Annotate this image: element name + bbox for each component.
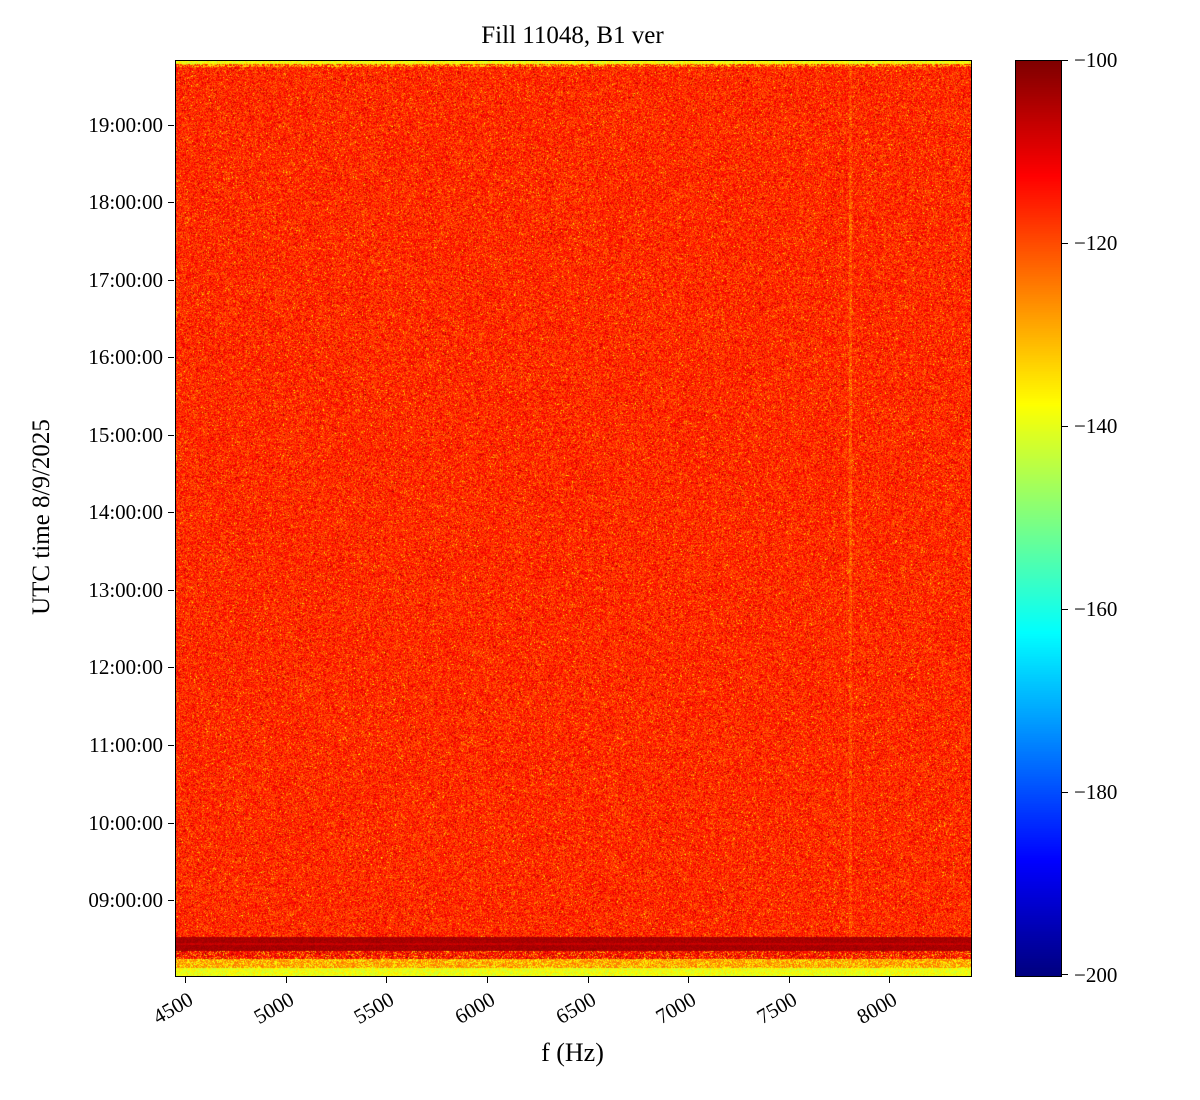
colorbar bbox=[1015, 60, 1062, 977]
y-tick-label: 09:00:00 bbox=[88, 888, 163, 913]
y-tick-label: 17:00:00 bbox=[88, 267, 163, 292]
spectrogram-canvas bbox=[176, 61, 971, 976]
x-tick-mark bbox=[788, 977, 790, 983]
x-tick-label: 7500 bbox=[752, 987, 801, 1029]
x-tick-label: 7000 bbox=[651, 987, 701, 1029]
y-tick-label: 14:00:00 bbox=[88, 500, 163, 525]
colorbar-tick-label: −200 bbox=[1074, 963, 1118, 987]
x-tick-label: 5500 bbox=[349, 987, 399, 1029]
y-tick-mark bbox=[168, 357, 174, 359]
x-tick-mark bbox=[285, 977, 287, 983]
y-tick-mark bbox=[168, 589, 174, 591]
colorbar-tick-label: −120 bbox=[1074, 231, 1118, 255]
x-tick-mark bbox=[486, 977, 488, 983]
y-tick-label: 13:00:00 bbox=[88, 577, 163, 602]
y-tick-mark bbox=[168, 667, 174, 669]
y-tick-label: 10:00:00 bbox=[88, 810, 163, 835]
colorbar-tick-mark bbox=[1062, 974, 1068, 975]
x-tick-mark bbox=[587, 977, 589, 983]
colorbar-tick-mark bbox=[1062, 609, 1068, 610]
y-tick-mark bbox=[168, 202, 174, 204]
x-axis-label: f (Hz) bbox=[541, 1038, 604, 1067]
y-tick-mark bbox=[168, 279, 174, 281]
y-tick-label: 16:00:00 bbox=[88, 345, 163, 370]
colorbar-tick-mark bbox=[1062, 792, 1068, 793]
colorbar-canvas bbox=[1016, 61, 1061, 976]
y-tick-mark bbox=[168, 434, 174, 436]
x-tick-label: 6000 bbox=[450, 987, 499, 1029]
heatmap-plot-area bbox=[175, 60, 972, 977]
y-tick-mark bbox=[168, 900, 174, 902]
y-tick-mark bbox=[168, 512, 174, 514]
colorbar-tick-label: −160 bbox=[1074, 597, 1118, 621]
y-tick-label: 15:00:00 bbox=[88, 422, 163, 447]
x-tick-label: 6500 bbox=[551, 987, 600, 1029]
x-tick-label: 5000 bbox=[249, 987, 298, 1029]
y-tick-mark bbox=[168, 744, 174, 746]
x-tick-mark bbox=[889, 977, 891, 983]
y-tick-label: 19:00:00 bbox=[88, 112, 163, 137]
y-tick-label: 12:00:00 bbox=[88, 655, 163, 680]
colorbar-tick-mark bbox=[1062, 426, 1068, 427]
x-tick-mark bbox=[386, 977, 388, 983]
colorbar-tick-mark bbox=[1062, 60, 1068, 61]
x-tick-label: 8000 bbox=[853, 987, 902, 1029]
y-tick-label: 11:00:00 bbox=[89, 732, 163, 757]
y-tick-mark bbox=[168, 124, 174, 126]
x-tick-mark bbox=[185, 977, 187, 983]
y-tick-mark bbox=[168, 822, 174, 824]
x-tick-label: 4500 bbox=[148, 987, 198, 1029]
y-tick-label: 18:00:00 bbox=[88, 190, 163, 215]
colorbar-tick-label: −180 bbox=[1074, 780, 1118, 804]
plot-title: Fill 11048, B1 ver bbox=[481, 22, 664, 49]
colorbar-tick-mark bbox=[1062, 243, 1068, 244]
colorbar-tick-label: −100 bbox=[1074, 48, 1118, 72]
x-tick-mark bbox=[688, 977, 690, 983]
colorbar-tick-label: −140 bbox=[1074, 414, 1118, 438]
